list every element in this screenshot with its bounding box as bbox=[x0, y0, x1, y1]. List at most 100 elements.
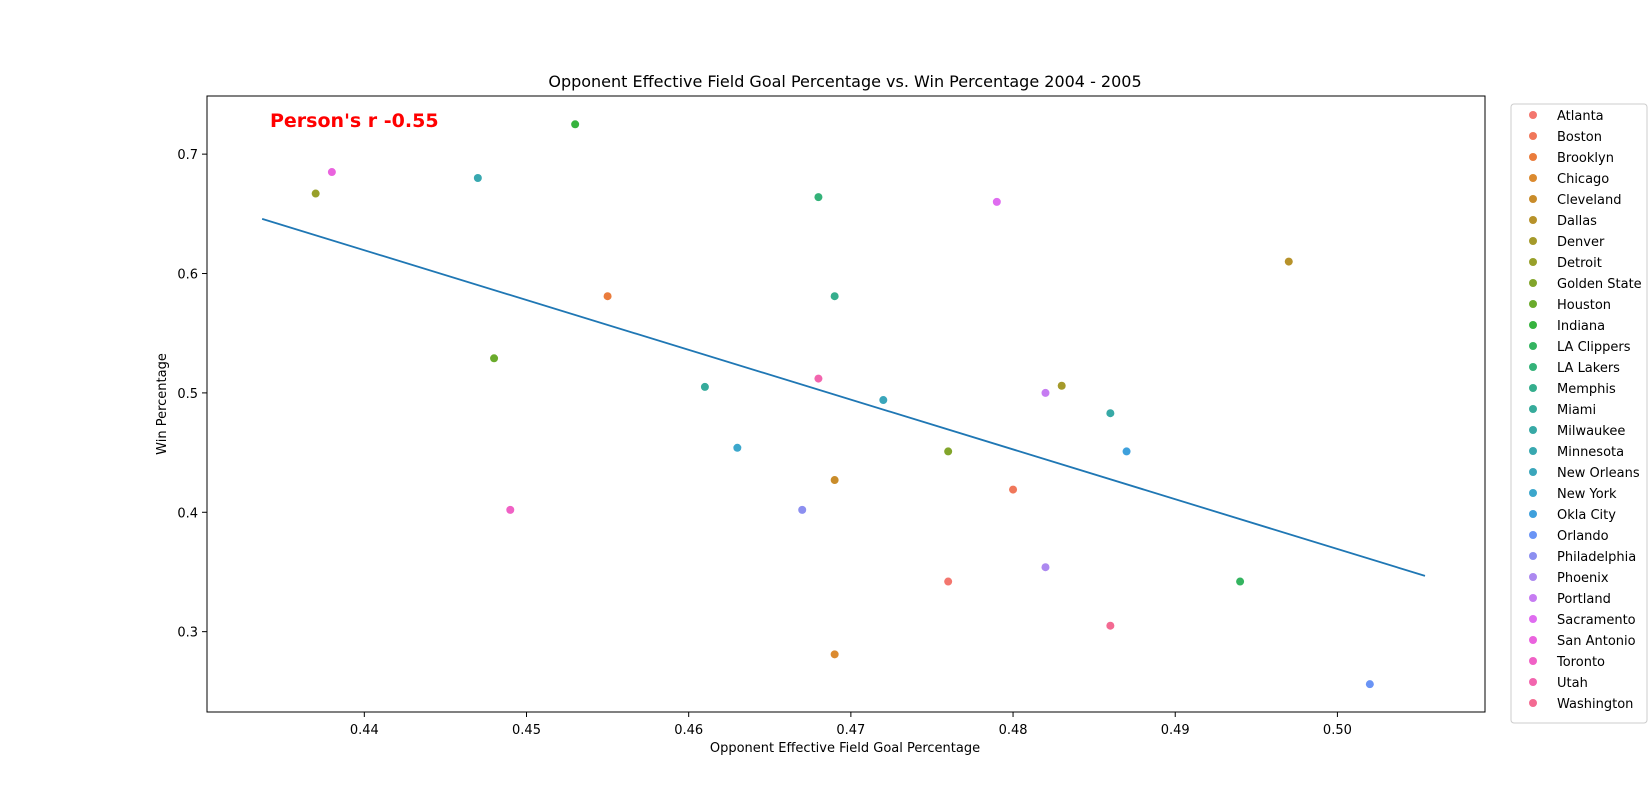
legend-label: Minnesota bbox=[1557, 445, 1624, 460]
legend-marker bbox=[1529, 447, 1537, 455]
legend-label: Golden State bbox=[1557, 277, 1642, 292]
legend-marker bbox=[1529, 300, 1537, 308]
x-axis-label: Opponent Effective Field Goal Percentage bbox=[710, 741, 980, 756]
legend-marker bbox=[1529, 258, 1537, 266]
data-point: Utah bbox=[814, 374, 823, 383]
legend-label: Denver bbox=[1557, 235, 1605, 250]
legend-label: Cleveland bbox=[1557, 193, 1621, 208]
data-point: Brooklyn bbox=[603, 292, 612, 301]
y-tick-label: 0.6 bbox=[177, 268, 198, 283]
legend-label: Dallas bbox=[1557, 214, 1597, 229]
y-tick-label: 0.3 bbox=[177, 626, 198, 641]
legend-marker bbox=[1529, 615, 1537, 623]
data-point: Philadelphia bbox=[798, 505, 807, 514]
legend-marker bbox=[1529, 363, 1537, 371]
legend-label: Phoenix bbox=[1557, 571, 1609, 586]
legend-marker bbox=[1529, 279, 1537, 287]
legend-marker bbox=[1529, 636, 1537, 644]
data-point: Boston bbox=[1009, 485, 1018, 494]
data-point: New Orleans bbox=[879, 396, 888, 405]
data-point: Atlanta bbox=[944, 577, 953, 586]
legend-marker bbox=[1529, 195, 1537, 203]
legend-label: LA Clippers bbox=[1557, 340, 1631, 355]
y-tick-label: 0.5 bbox=[177, 387, 198, 402]
legend-marker bbox=[1529, 153, 1537, 161]
legend-box bbox=[1510, 103, 1648, 724]
data-point: San Antonio bbox=[327, 168, 336, 177]
legend-label: Miami bbox=[1557, 403, 1596, 418]
legend-marker bbox=[1529, 216, 1537, 224]
legend-marker bbox=[1529, 552, 1537, 560]
data-point: Orlando bbox=[1365, 680, 1374, 689]
data-point: Detroit bbox=[311, 189, 320, 198]
data-point: LA Clippers bbox=[1236, 577, 1245, 586]
legend-marker bbox=[1529, 657, 1537, 665]
legend-marker bbox=[1529, 426, 1537, 434]
y-tick-label: 0.7 bbox=[177, 148, 198, 163]
legend-marker bbox=[1529, 678, 1537, 686]
legend-label: Utah bbox=[1557, 676, 1588, 691]
x-tick-label: 0.45 bbox=[512, 723, 541, 738]
data-point: Golden State bbox=[944, 447, 953, 456]
x-tick-label: 0.50 bbox=[1323, 723, 1352, 738]
data-point: Milwaukee bbox=[1106, 409, 1115, 418]
plot-frame bbox=[206, 95, 1486, 713]
legend-label: Washington bbox=[1557, 697, 1633, 712]
x-tick-label: 0.47 bbox=[836, 723, 865, 738]
data-point: New York bbox=[733, 443, 742, 452]
legend-marker bbox=[1529, 111, 1537, 119]
data-point: Okla City bbox=[1122, 447, 1131, 456]
legend: Atlanta Boston Brooklyn Chicago Cleveland Dal… bbox=[1510, 103, 1648, 724]
x-tick-label: 0.49 bbox=[1161, 723, 1190, 738]
legend-marker bbox=[1529, 174, 1537, 182]
legend-label: Orlando bbox=[1557, 529, 1609, 544]
legend-label: Boston bbox=[1557, 130, 1602, 145]
data-point: Indiana bbox=[571, 120, 580, 129]
legend-label: Memphis bbox=[1557, 382, 1616, 397]
data-point: Portland bbox=[1041, 388, 1050, 397]
legend-marker bbox=[1529, 489, 1537, 497]
legend-marker bbox=[1529, 531, 1537, 539]
legend-marker bbox=[1529, 321, 1537, 329]
legend-label: Indiana bbox=[1557, 319, 1605, 334]
data-point: Dallas bbox=[1284, 257, 1293, 266]
pearson-annotation: Person's r -0.55 bbox=[270, 110, 439, 132]
legend-marker bbox=[1529, 405, 1537, 413]
data-point: Miami bbox=[700, 382, 709, 391]
legend-marker bbox=[1529, 594, 1537, 602]
regression-line bbox=[261, 217, 1426, 577]
legend-marker bbox=[1529, 468, 1537, 476]
y-axis-label: Win Percentage bbox=[155, 353, 170, 455]
legend-marker bbox=[1529, 384, 1537, 392]
legend-label: Houston bbox=[1557, 298, 1611, 313]
data-point: Memphis bbox=[830, 292, 839, 301]
legend-label: Toronto bbox=[1556, 655, 1605, 670]
data-point: Houston bbox=[490, 354, 499, 363]
data-point: Minnesota bbox=[473, 174, 482, 183]
data-point: Denver bbox=[1057, 381, 1066, 390]
data-point: Chicago bbox=[830, 650, 839, 659]
legend-label: New York bbox=[1557, 487, 1617, 502]
legend-label: Sacramento bbox=[1557, 613, 1636, 628]
legend-label: Chicago bbox=[1557, 172, 1609, 187]
data-point: Phoenix bbox=[1041, 563, 1050, 572]
plot-area: 0.44 0.45 0.46 0.47 0.48 0.49 0.50 0.3 0.4 0.5 0.6… bbox=[177, 95, 1486, 738]
chart-title: Opponent Effective Field Goal Percentage… bbox=[548, 72, 1141, 91]
legend-marker bbox=[1529, 237, 1537, 245]
data-point: LA Lakers bbox=[814, 193, 823, 202]
legend-label: Okla City bbox=[1557, 508, 1616, 523]
legend-label: San Antonio bbox=[1557, 634, 1636, 649]
legend-marker bbox=[1529, 699, 1537, 707]
legend-label: Philadelphia bbox=[1557, 550, 1636, 565]
data-point: Sacramento bbox=[992, 197, 1001, 206]
legend-label: Portland bbox=[1557, 592, 1611, 607]
legend-marker bbox=[1529, 510, 1537, 518]
x-tick-label: 0.44 bbox=[350, 723, 379, 738]
legend-label: Milwaukee bbox=[1557, 424, 1625, 439]
legend-label: Detroit bbox=[1557, 256, 1602, 271]
y-tick-label: 0.4 bbox=[177, 506, 198, 521]
data-point: Washington bbox=[1106, 621, 1115, 630]
legend-label: New Orleans bbox=[1557, 466, 1640, 481]
